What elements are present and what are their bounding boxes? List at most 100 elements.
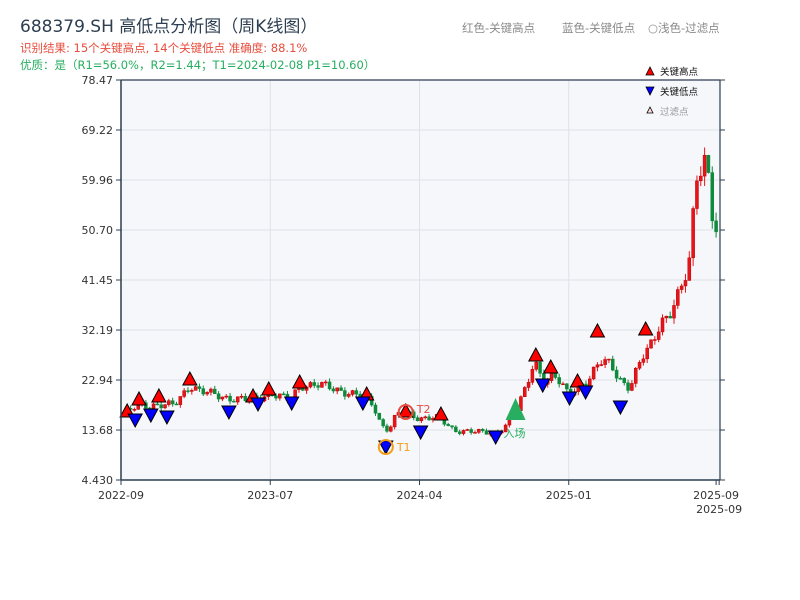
candle-body: [473, 432, 477, 434]
candle-body: [633, 367, 638, 384]
result-summary: 识别结果: 15个关键高点, 14个关键低点 准确度: 88.1%: [20, 41, 307, 55]
candle-body: [235, 396, 240, 403]
candle-body: [599, 364, 604, 366]
candle-body: [446, 424, 450, 426]
candle-body: [549, 372, 554, 381]
candle-body: [335, 387, 339, 392]
legend-high-icon: [645, 66, 655, 76]
candle-body: [702, 155, 707, 177]
candle-body: [377, 412, 382, 420]
y-tick-label: 78.47: [82, 74, 114, 87]
candle-body: [706, 155, 711, 173]
candle-body: [630, 383, 634, 391]
candle-body: [155, 403, 160, 406]
candle-body: [618, 377, 623, 380]
candle-body: [645, 347, 649, 360]
t1-label: T1: [396, 441, 411, 454]
key-high-marker: [528, 346, 544, 362]
key-high-marker: [131, 390, 147, 406]
candle-body: [381, 419, 385, 427]
x-tick-label: 2025-01: [546, 489, 592, 502]
candle-body: [343, 390, 347, 397]
candle-body: [622, 378, 626, 384]
candle-body: [538, 361, 542, 374]
candle-body: [178, 396, 183, 405]
candle-body: [649, 339, 653, 349]
key-low-marker: [159, 410, 175, 426]
candle-body: [354, 390, 359, 395]
candle-body: [224, 395, 228, 398]
candle-body: [323, 381, 328, 384]
candle-body: [385, 425, 389, 432]
x-tick-label: 2025-09: [693, 489, 739, 502]
candle-body: [151, 403, 156, 409]
legend-low-label: 关键低点: [660, 86, 699, 98]
key-low-marker: [127, 413, 143, 429]
candle-body: [561, 383, 565, 386]
key-high-marker: [569, 372, 586, 388]
candle-body: [714, 220, 718, 233]
candle-body: [480, 429, 485, 431]
candle-body: [316, 385, 320, 388]
candle-body: [469, 429, 473, 433]
candle-body: [163, 404, 167, 409]
candle-body: [427, 416, 431, 421]
candle-body: [132, 409, 137, 411]
key-high-marker: [397, 402, 414, 418]
candle-body: [484, 430, 489, 435]
legend-high-label: 关键高点: [660, 66, 699, 78]
candle-body: [419, 417, 424, 422]
candle-body: [213, 388, 217, 395]
legend-top-blue: 蓝色-关键低点: [562, 21, 635, 35]
candle-body: [274, 395, 278, 399]
candle-body: [557, 377, 561, 385]
y-tick-label: 22.94: [82, 374, 114, 387]
candle-body: [454, 426, 458, 433]
candle-body: [312, 382, 317, 386]
t2-circle: [397, 403, 414, 420]
y-tick-label: 50.70: [82, 224, 114, 237]
candle-body: [530, 369, 535, 383]
key-low-marker: [534, 378, 551, 394]
candle-body: [503, 424, 508, 433]
candle-body: [423, 416, 427, 419]
key-high-marker: [637, 320, 654, 336]
candle-body: [308, 382, 313, 388]
candle-body: [607, 358, 611, 361]
x-tick-label: 2025-09: [696, 503, 742, 516]
legend-top-light: ○浅色-过滤点: [648, 21, 720, 35]
candle-body: [201, 388, 206, 395]
candle-body: [339, 387, 343, 391]
candle-body: [346, 394, 351, 397]
candle-body: [595, 364, 600, 368]
key-low-marker: [487, 430, 504, 446]
candle-body: [220, 396, 225, 400]
candle-body: [591, 366, 596, 380]
legend-filtered-label: 过滤点: [660, 106, 689, 118]
candle-body: [350, 390, 355, 395]
candle-body: [228, 395, 232, 402]
candle-body: [695, 180, 699, 209]
candle-body: [522, 387, 527, 397]
candle-body: [209, 388, 213, 393]
candle-body: [243, 396, 248, 402]
candle-body: [320, 382, 324, 388]
candle-body: [477, 429, 481, 433]
y-tick-label: 69.22: [82, 124, 114, 137]
candle-body: [461, 430, 466, 434]
candle-body: [170, 400, 175, 405]
candle-body: [614, 369, 619, 379]
candle-body: [167, 400, 171, 405]
candle-body: [415, 417, 420, 422]
entry-marker: [505, 397, 526, 420]
candle-body: [232, 400, 236, 403]
x-tick-label: 2023-07: [247, 489, 293, 502]
key-low-marker: [221, 405, 237, 421]
legend-filtered-icon: [646, 106, 654, 114]
key-high-marker: [542, 358, 559, 374]
candle-body: [327, 381, 332, 390]
key-high-marker: [433, 405, 449, 421]
t1-circle: [377, 438, 394, 455]
candle-body: [691, 208, 695, 259]
candle-body: [534, 361, 538, 370]
